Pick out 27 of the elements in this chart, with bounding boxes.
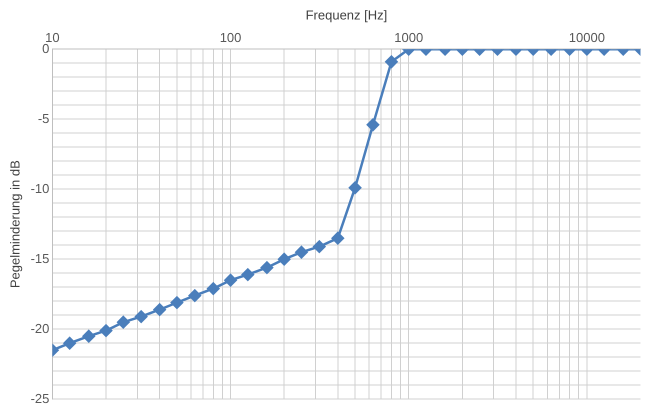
point [63,336,76,350]
x-tick-label: 100 [220,30,242,45]
point [207,282,220,295]
point [188,289,202,302]
y-axis-title: Pegelminderung in dB [7,160,22,288]
point [170,296,184,309]
point [82,330,96,342]
point [348,182,362,194]
x-axis-title: Frequenz [Hz] [306,7,388,22]
y-tick-label: -15 [30,250,50,266]
x-tick-label: 10000 [568,30,605,45]
point [242,268,254,281]
point [153,303,166,316]
point [295,246,308,258]
point [224,274,237,286]
point [134,310,148,323]
y-tick-label: -10 [30,180,50,196]
y-tick-label: -20 [30,320,50,336]
y-tick-label: -25 [30,390,50,406]
y-tick-label: -5 [38,110,50,126]
point [117,316,130,328]
point [332,232,344,244]
x-tick-label: 1000 [394,30,424,45]
point [260,261,274,274]
point [313,240,326,253]
point [100,324,112,337]
point [278,252,290,266]
